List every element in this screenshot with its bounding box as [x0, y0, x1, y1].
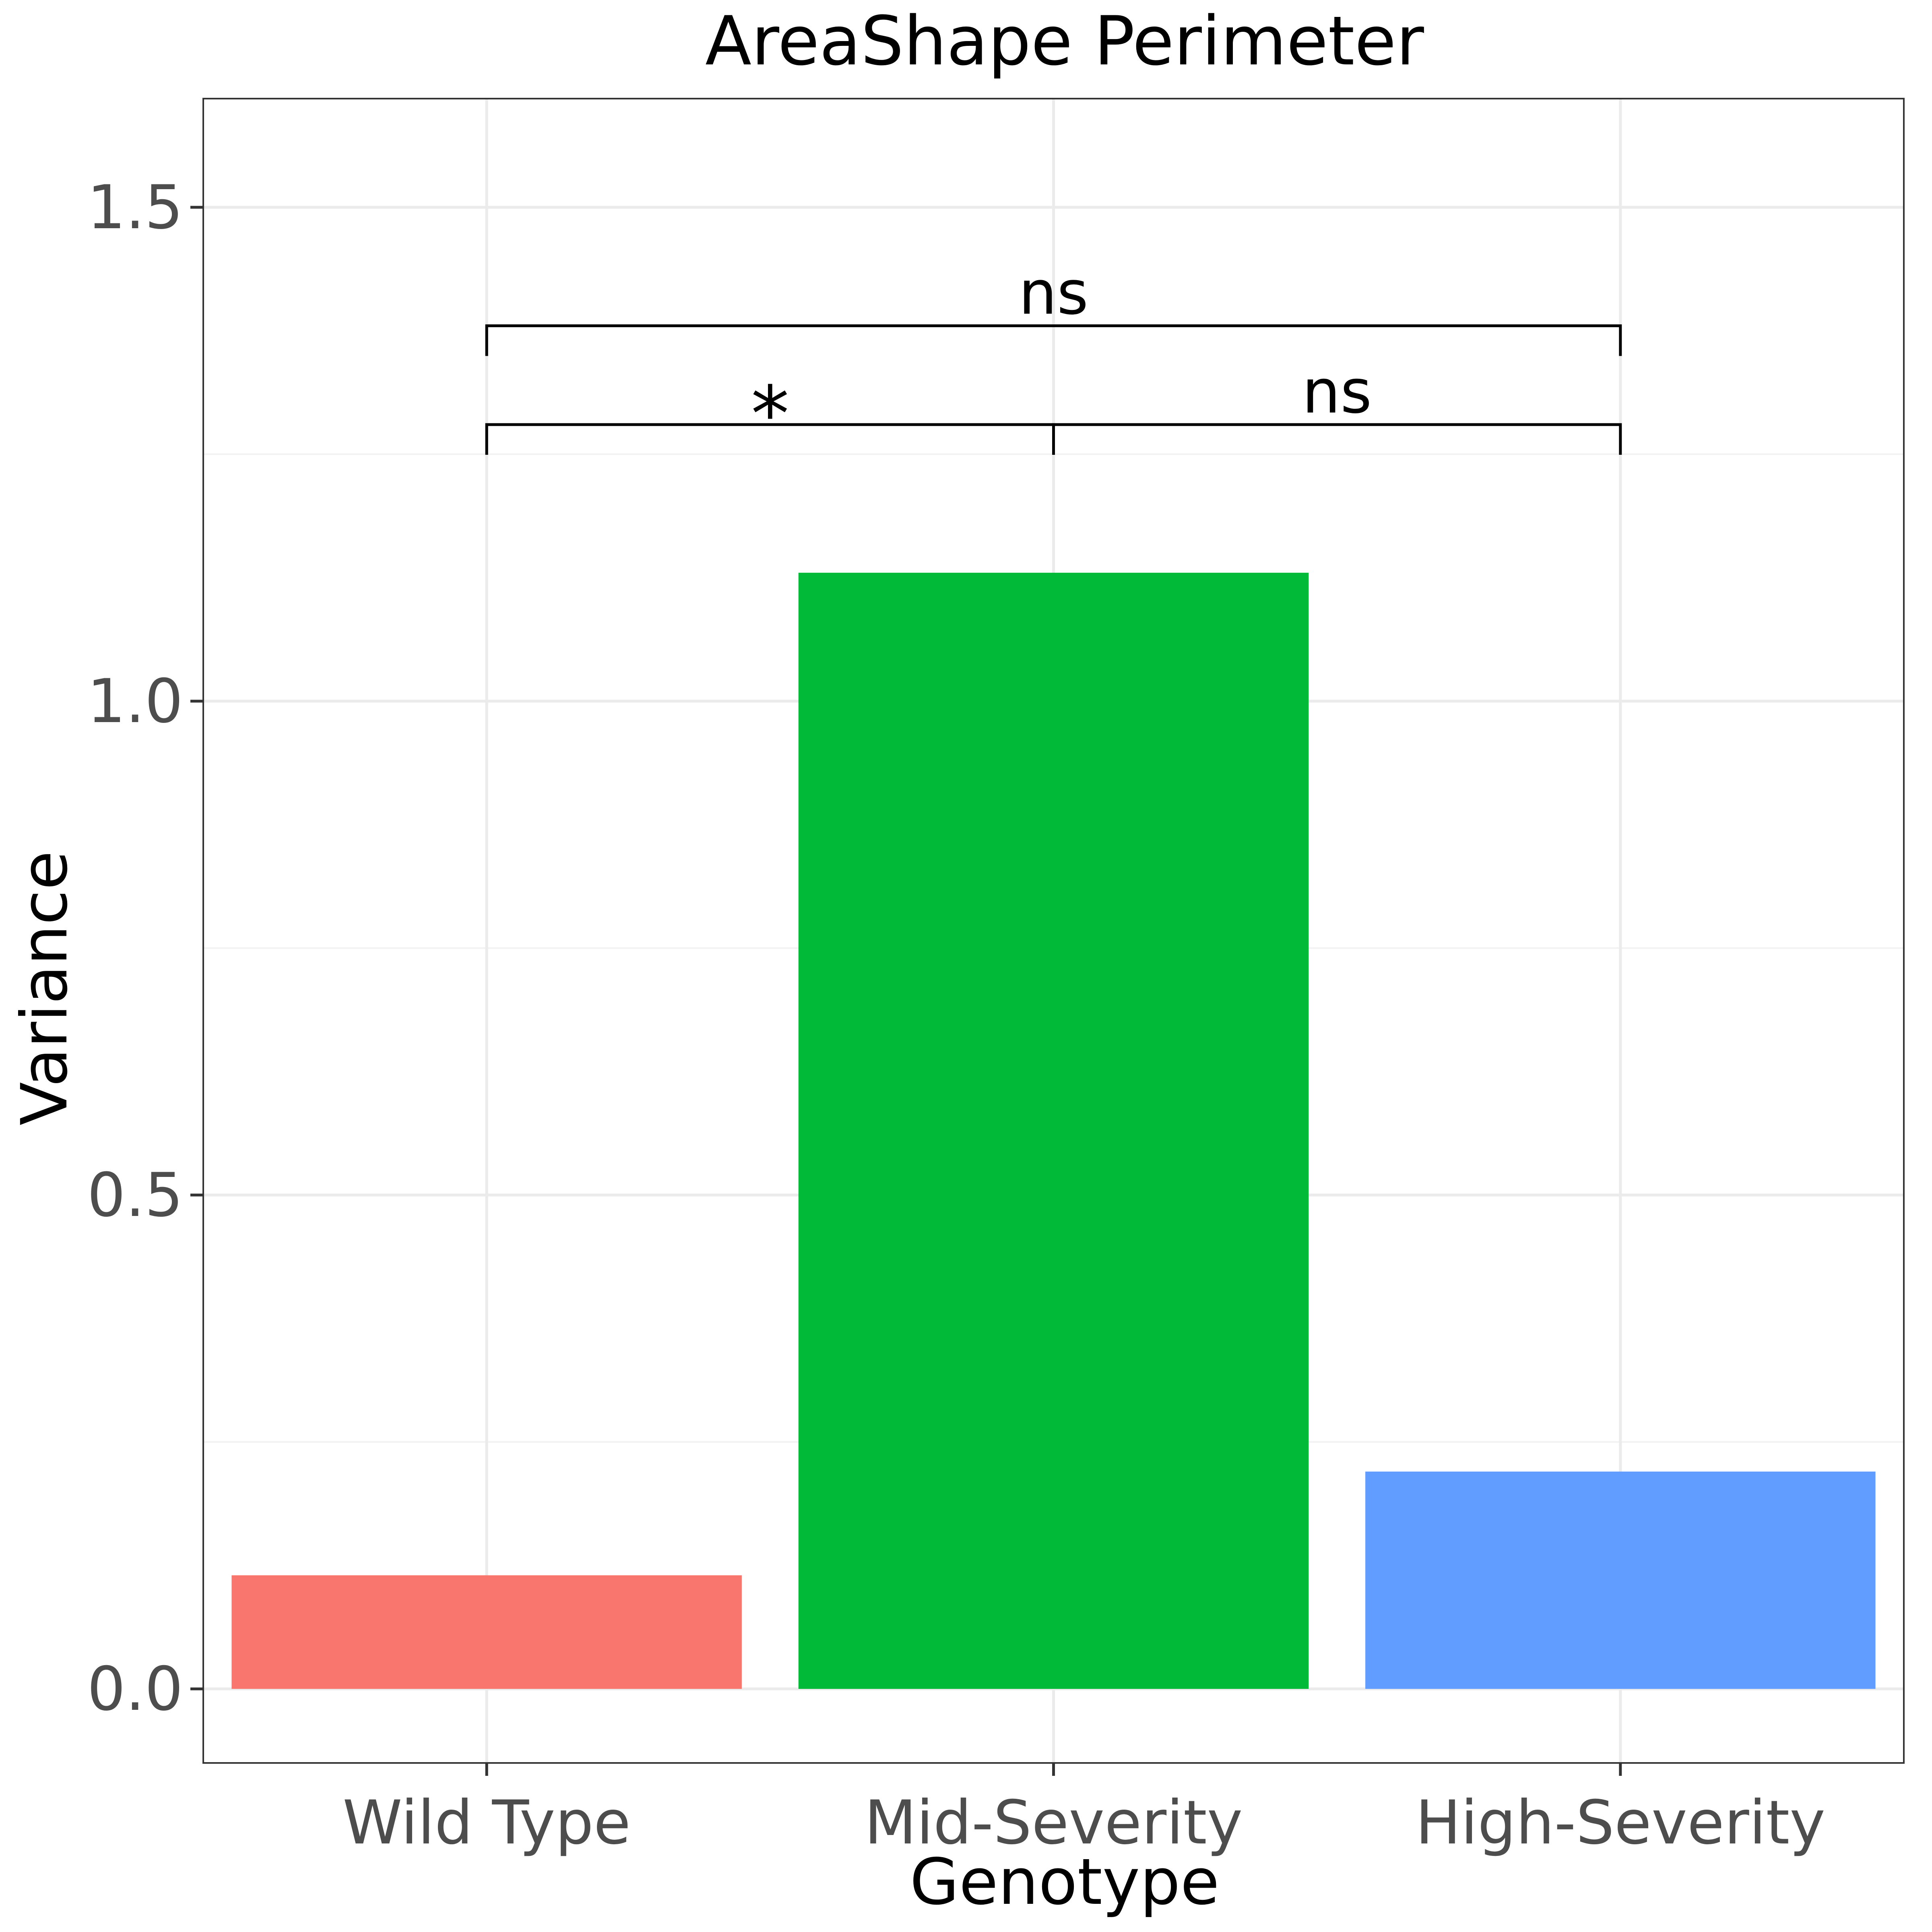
x-axis-title: Genotype — [910, 1845, 1219, 1919]
significance-annotations: * ns ns — [485, 258, 1622, 459]
bars — [231, 572, 1876, 1689]
significance-label: ns — [1019, 258, 1088, 328]
y-axis-title: Variance — [8, 851, 82, 1126]
y-tick-label: 0.0 — [87, 1654, 183, 1724]
axes: 0.0 0.5 1.0 1.5 Wild Type Mid-Severity High-Se… — [87, 98, 1905, 1858]
x-tick-label: High-Severity — [1416, 1788, 1825, 1858]
chart-title: AreaShape Perimeter — [705, 2, 1424, 80]
bar-wild-type — [231, 1575, 742, 1689]
significance-label: * — [751, 370, 789, 459]
y-tick-label: 0.5 — [87, 1160, 183, 1230]
x-tick-label: Mid-Severity — [865, 1788, 1243, 1858]
significance-label: ns — [1302, 357, 1372, 427]
significance-bracket — [1052, 423, 1622, 455]
significance-bracket — [485, 324, 1622, 356]
y-tick-label: 1.0 — [87, 667, 183, 737]
y-tick-label: 1.5 — [87, 173, 183, 243]
bar-high-severity — [1365, 1472, 1876, 1689]
x-tick-label: Wild Type — [343, 1788, 631, 1858]
bar-mid-severity — [798, 572, 1309, 1689]
